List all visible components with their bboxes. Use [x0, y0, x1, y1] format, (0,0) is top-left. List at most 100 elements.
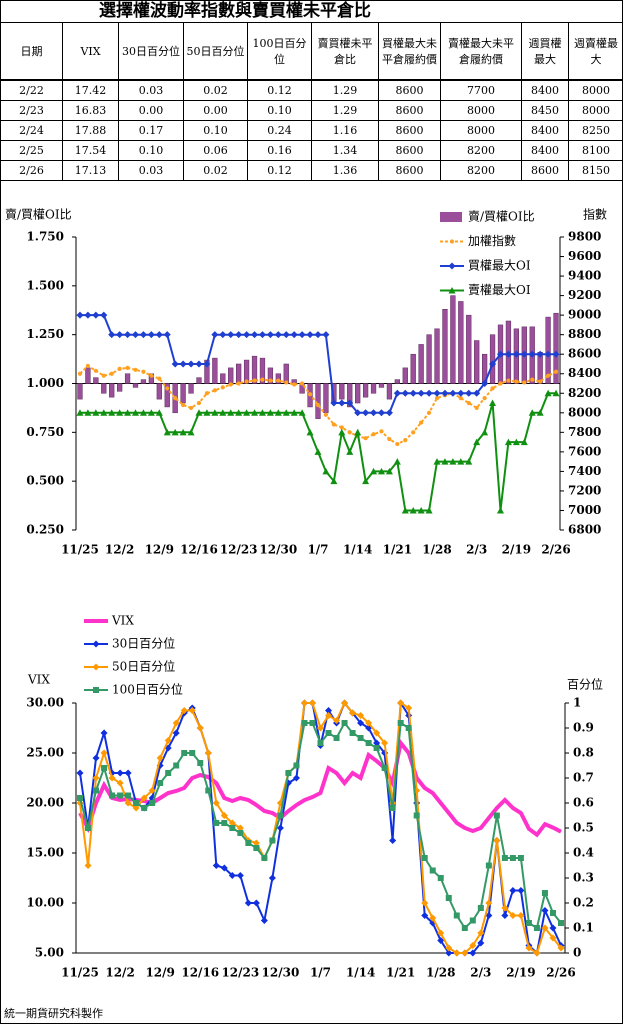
marker — [504, 438, 512, 446]
marker — [509, 912, 517, 919]
marker — [338, 399, 346, 407]
bar — [394, 379, 400, 384]
marker — [405, 704, 413, 712]
bar — [236, 363, 242, 384]
marker — [403, 438, 408, 443]
x-tick-label: 1/7 — [307, 543, 328, 557]
marker — [76, 409, 84, 416]
x-tick-label: 12/9 — [145, 543, 174, 557]
marker — [549, 934, 557, 942]
marker — [133, 800, 140, 806]
table-cell: 8450 — [521, 100, 569, 121]
marker — [181, 402, 186, 408]
y-tick-label: 15.00 — [26, 846, 64, 860]
table-row: 2/23 16.83 0.00 0.00 0.10 1.29 8600 8000 8450 800… — [0, 100, 623, 121]
table-cell: 0.16 — [247, 140, 312, 161]
marker — [512, 350, 520, 358]
marker — [163, 428, 171, 436]
marker — [266, 331, 274, 339]
marker — [365, 719, 373, 727]
bar — [220, 373, 226, 384]
bar — [315, 383, 321, 419]
marker — [315, 402, 321, 408]
bar — [101, 383, 107, 394]
bar — [212, 357, 218, 384]
marker — [387, 437, 392, 442]
marker — [434, 396, 440, 401]
marker — [156, 754, 164, 762]
marker — [533, 925, 540, 931]
marker — [445, 944, 453, 952]
marker — [108, 331, 116, 339]
marker — [395, 441, 400, 447]
marker — [116, 409, 124, 416]
bar — [117, 383, 123, 392]
marker — [509, 855, 516, 861]
bar — [180, 383, 186, 404]
marker — [236, 381, 241, 386]
bar — [323, 383, 329, 414]
table-cell: 1.29 — [311, 79, 379, 101]
y2-tick-label: 0.6 — [573, 796, 594, 810]
marker — [373, 739, 381, 747]
x-tick-label: 12/30 — [262, 966, 300, 980]
y-tick-label: 1.500 — [26, 278, 64, 292]
bar — [474, 340, 480, 384]
marker — [219, 331, 227, 339]
marker — [93, 787, 100, 794]
marker — [506, 378, 511, 383]
marker — [235, 409, 243, 416]
marker — [477, 929, 485, 937]
y2-tick-label: 6800 — [568, 523, 601, 537]
marker — [553, 369, 559, 374]
marker — [477, 939, 485, 947]
marker — [363, 436, 368, 441]
y2-axis-title: 百分位 — [567, 677, 603, 692]
marker — [426, 410, 432, 415]
bar — [355, 383, 361, 404]
marker — [285, 770, 292, 776]
marker — [536, 409, 544, 416]
legend-label: 賣權最大OI — [468, 282, 531, 297]
marker — [354, 409, 362, 417]
marker — [317, 724, 324, 732]
marker — [465, 458, 473, 465]
marker — [187, 360, 195, 368]
marker — [481, 380, 489, 387]
marker — [445, 949, 453, 957]
marker — [77, 795, 84, 801]
marker — [147, 331, 155, 339]
marker — [92, 774, 100, 782]
marker — [228, 872, 236, 879]
marker — [204, 749, 212, 757]
marker — [401, 506, 409, 514]
marker — [528, 409, 536, 416]
y2-tick-label: 9600 — [568, 249, 601, 263]
marker — [92, 640, 100, 648]
marker — [108, 409, 116, 416]
marker — [341, 699, 349, 707]
marker — [258, 409, 266, 416]
marker — [417, 506, 425, 514]
marker — [300, 699, 308, 707]
bar — [489, 334, 496, 384]
bar — [402, 367, 408, 384]
marker — [322, 331, 330, 339]
marker — [473, 389, 481, 397]
marker — [245, 840, 252, 846]
marker — [381, 765, 388, 771]
x-tick-label: 2/19 — [506, 966, 535, 980]
marker — [181, 750, 188, 756]
y2-axis-title: 指數 — [583, 207, 607, 222]
marker — [133, 367, 138, 372]
marker — [243, 331, 251, 339]
marker — [496, 506, 504, 514]
table-header: 週買權最大 — [521, 22, 569, 81]
summary-table: 日期 VIX 30日百分位 50日百分位 100日百分位 賣買權未平倉比 買權最大未平倉履約… — [0, 22, 623, 181]
y2-tick-label: 7600 — [568, 444, 601, 458]
marker — [512, 438, 520, 446]
marker — [251, 409, 259, 416]
marker — [552, 389, 560, 397]
marker — [362, 477, 370, 485]
marker — [536, 350, 544, 358]
